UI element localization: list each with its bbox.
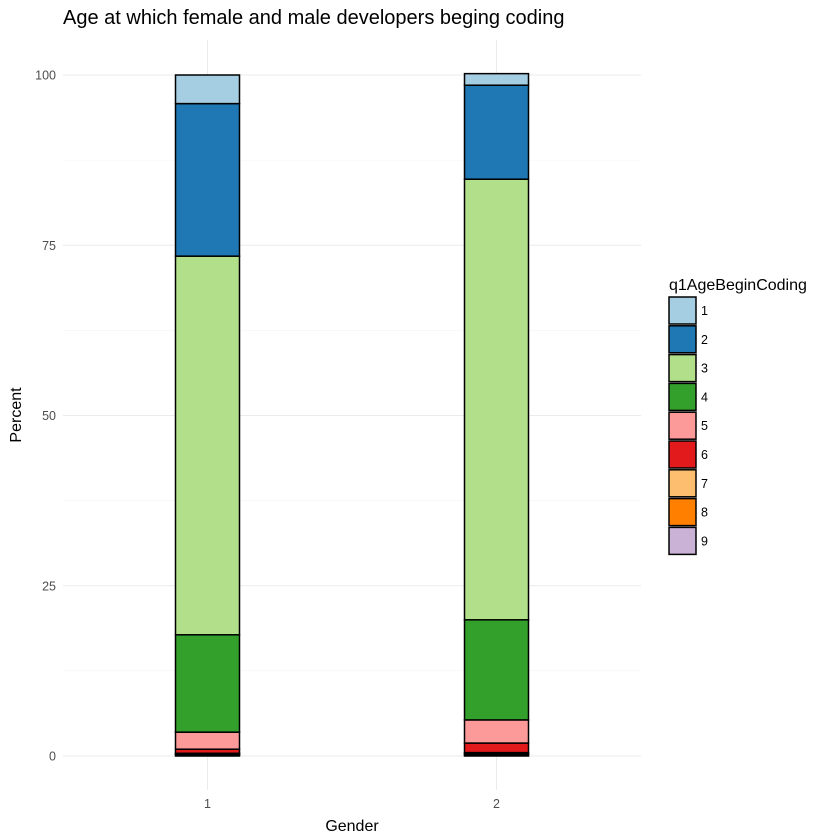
legend-key-4 (668, 382, 697, 412)
legend-label-3: 3 (701, 362, 708, 376)
grid-lines (63, 40, 641, 790)
bar-segment-gender-1-age-3 (174, 255, 241, 636)
bar-segment-gender-1-age-4 (174, 634, 241, 733)
bar-segment-gender-1-age-2 (174, 102, 241, 257)
bar-segment-gender-2-age-3 (463, 178, 530, 621)
bars (174, 72, 530, 757)
y-axis-label: Percent (8, 387, 25, 443)
legend-label-5: 5 (701, 419, 708, 433)
legend-title: q1AgeBeginCoding (669, 277, 807, 294)
bar-segment-gender-2-age-5 (463, 719, 530, 744)
bar-segment-gender-2-age-6 (463, 742, 530, 754)
legend-key-3 (668, 353, 697, 383)
legend-label-7: 7 (701, 477, 708, 491)
legend-label-4: 4 (701, 390, 708, 404)
legend-key-5 (668, 411, 697, 440)
legend-key-1 (668, 296, 697, 325)
y-tick-label: 75 (42, 239, 56, 253)
y-tick-label: 50 (42, 409, 56, 423)
legend-key-9 (668, 526, 697, 556)
legend-key-6 (668, 440, 697, 469)
legend-label-2: 2 (701, 333, 708, 347)
y-tick-label: 25 (42, 579, 56, 593)
legend-key-7 (668, 469, 697, 498)
legend-key-2 (668, 325, 697, 354)
y-tick-label: 100 (35, 69, 56, 83)
legend-label-9: 9 (701, 534, 708, 548)
legend-key-8 (668, 497, 697, 527)
legend-label-6: 6 (701, 448, 708, 462)
chart-title: Age at which female and male developers … (63, 7, 564, 29)
x-tick-label: 2 (493, 797, 500, 811)
legend-label-8: 8 (701, 506, 708, 520)
y-tick-label: 0 (49, 750, 56, 764)
bar-segment-gender-2-age-2 (463, 84, 530, 180)
y-axis-ticks: 0 25 50 75 100 (35, 69, 56, 764)
bar-segment-gender-1-age-1 (174, 74, 241, 105)
bar-segment-gender-1-age-5 (174, 731, 241, 750)
bar-segment-gender-2-age-4 (463, 619, 530, 721)
bar-segment-gender-2-age-1 (463, 72, 530, 86)
legend-label-1: 1 (701, 304, 708, 318)
x-tick-label: 1 (204, 797, 211, 811)
legend: q1AgeBeginCoding 1 2 3 4 5 6 7 8 9 (668, 277, 807, 556)
x-axis-label: Gender (325, 818, 379, 835)
